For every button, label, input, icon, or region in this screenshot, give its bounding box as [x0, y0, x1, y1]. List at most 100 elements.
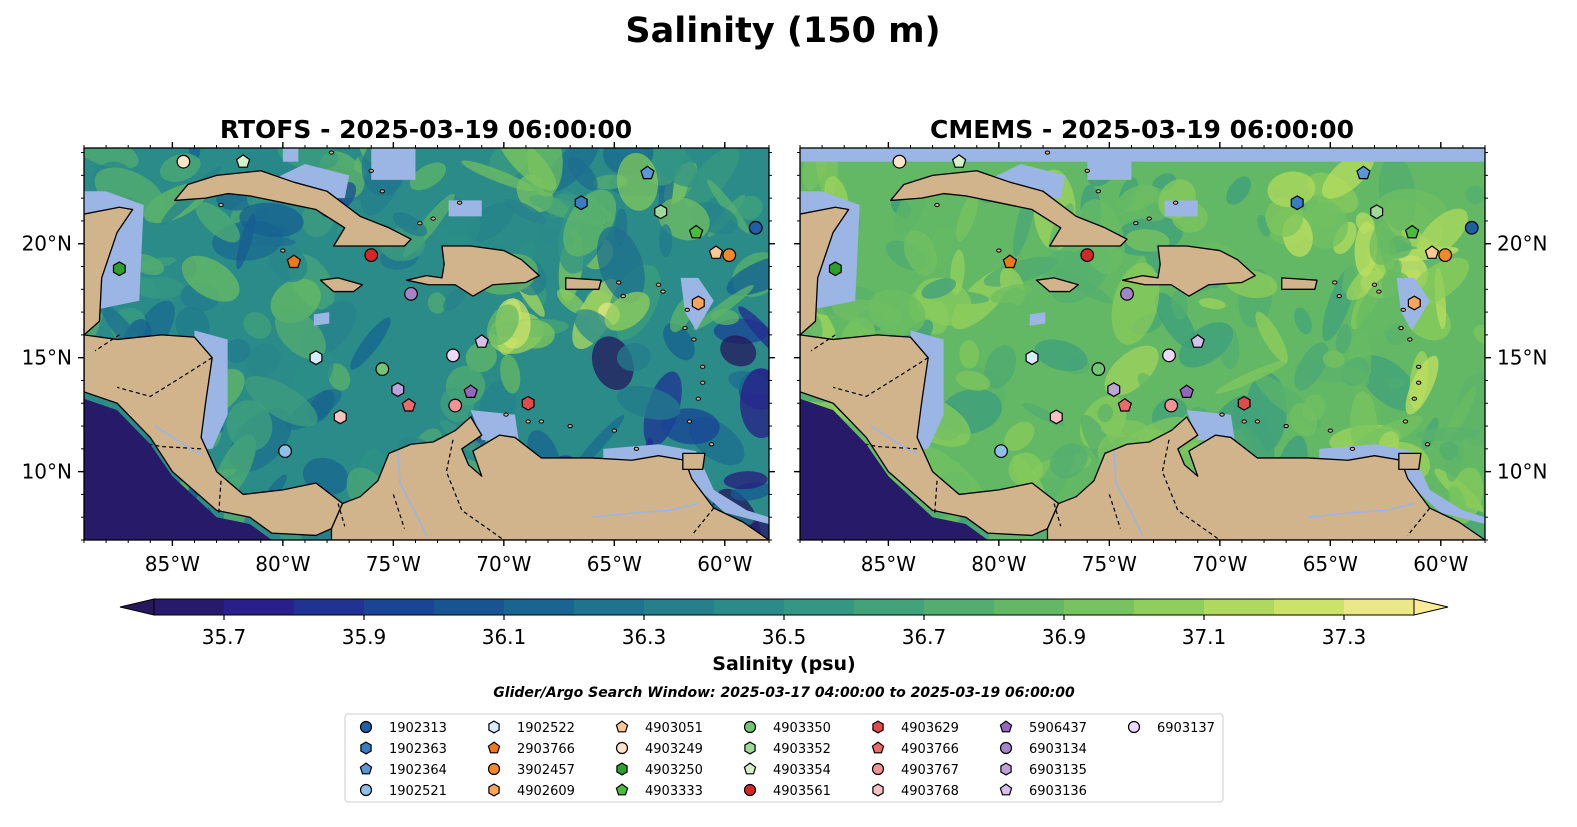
- legend-entry-4903768: 4903768: [872, 783, 959, 799]
- float-marker-4903766: [1117, 397, 1133, 412]
- land-mass: [319, 277, 364, 293]
- colorbar-level: [924, 599, 995, 615]
- country-border: [1407, 507, 1431, 536]
- colorbar-extend-high: [1413, 598, 1449, 616]
- islet: [567, 423, 573, 429]
- float-marker-4903354: [951, 154, 967, 168]
- y-tick-label: 20°N: [1497, 232, 1547, 256]
- float-marker-4903561: [364, 248, 379, 263]
- legend-marker: [744, 741, 756, 755]
- legend-entry-1902521: 1902521: [359, 783, 447, 799]
- y-tick-label: 10°N: [22, 460, 72, 484]
- legend-marker: [999, 741, 1013, 755]
- islet: [684, 307, 690, 312]
- float-marker-2903766: [1002, 254, 1018, 269]
- figure-title: Salinity (150 m): [625, 11, 940, 51]
- country-border: [1053, 503, 1062, 527]
- shelf-area: [1319, 444, 1485, 525]
- colorbar-level: [154, 599, 225, 615]
- legend-label: 4903766: [901, 742, 959, 757]
- colorbar: 35.7 35.9 36.1 36.3 36.5 36.7 36.9 37.1 37.3: [119, 598, 1449, 649]
- legend-label: 4903352: [773, 742, 831, 757]
- islet: [934, 202, 940, 208]
- legend-label: 6903135: [1029, 763, 1087, 778]
- legend-entry-6903137: 6903137: [1127, 720, 1215, 736]
- x-tick-label: 75°W: [366, 552, 421, 576]
- legend-marker: [871, 741, 885, 754]
- islet: [1402, 419, 1409, 424]
- river: [1112, 451, 1144, 536]
- islet: [1371, 282, 1378, 287]
- islet: [1241, 419, 1247, 424]
- river: [1308, 502, 1415, 519]
- islet: [1254, 419, 1261, 424]
- y-tick-label: 20°N: [22, 232, 72, 256]
- float-marker-1902313: [748, 220, 763, 235]
- country-border: [392, 494, 405, 529]
- colorbar-level: [1134, 599, 1205, 615]
- legend-marker: [615, 741, 629, 755]
- islet: [1283, 423, 1289, 429]
- islet: [1327, 428, 1334, 433]
- legend-entry-4902609: 4902609: [488, 783, 575, 799]
- float-marker-4903767: [1164, 398, 1179, 413]
- float-marker-1902522: [1025, 350, 1039, 366]
- islet: [1411, 396, 1417, 401]
- shelf-area: [1029, 312, 1046, 326]
- float-marker-2903766: [286, 254, 302, 269]
- islet: [328, 150, 335, 155]
- islet: [1349, 446, 1356, 451]
- x-tick-label: 75°W: [1082, 552, 1137, 576]
- legend-label: 1902364: [389, 763, 447, 778]
- legend-entry-1902363: 1902363: [360, 741, 447, 757]
- legend-marker: [999, 720, 1013, 733]
- islet: [1146, 216, 1152, 221]
- rtofs-panel-title: RTOFS - 2025-03-19 06:00:00: [220, 115, 632, 144]
- colorbar-label: Salinity (psu): [712, 653, 855, 675]
- land-mass: [1046, 416, 1485, 540]
- x-tick-label: 60°W: [697, 552, 752, 576]
- legend-label: 4903350: [773, 721, 831, 736]
- float-marker-4903352: [1370, 204, 1384, 220]
- legend-label: 1902363: [389, 742, 447, 757]
- float-marker-4903354: [235, 154, 251, 168]
- country-border: [810, 334, 836, 352]
- legend-label: 2903766: [517, 742, 575, 757]
- land-mass: [1281, 277, 1318, 290]
- islet: [700, 380, 706, 385]
- land-mass: [800, 206, 850, 540]
- islet: [633, 446, 640, 451]
- float-marker-6903134: [404, 286, 418, 301]
- legend-entry-1902364: 1902364: [359, 762, 447, 778]
- land-mass: [565, 277, 602, 290]
- colorbar-extend-low: [119, 598, 155, 616]
- legend-marker: [488, 720, 500, 734]
- colorbar-level: [574, 599, 645, 615]
- legend-entry-4903767: 4903767: [871, 762, 959, 778]
- islet: [682, 325, 688, 331]
- land-mass: [889, 170, 1128, 247]
- shelf-area: [448, 200, 482, 217]
- legend-label: 4903249: [645, 742, 703, 757]
- country-border: [94, 334, 120, 352]
- legend-label: 6903134: [1029, 742, 1087, 757]
- land-mass: [1121, 245, 1256, 297]
- legend-marker: [872, 720, 884, 734]
- y-tick-label: 10°N: [1497, 460, 1547, 484]
- float-marker-4902609: [1407, 295, 1421, 311]
- land-mass: [330, 416, 769, 540]
- legend-entry-4903250: 4903250: [616, 762, 703, 778]
- float-marker-3902457: [1438, 248, 1453, 263]
- islet: [280, 248, 286, 253]
- legend-entry-4903354: 4903354: [743, 762, 831, 778]
- country-border: [934, 480, 938, 513]
- islet: [1172, 200, 1179, 205]
- land-mass: [682, 452, 706, 470]
- colorbar-level: [294, 599, 365, 615]
- legend-label: 5906437: [1029, 721, 1087, 736]
- colorbar-level: [1064, 599, 1135, 615]
- islet: [456, 200, 463, 205]
- colorbar-tick-label: 36.7: [902, 625, 947, 649]
- x-tick-label: 70°W: [476, 552, 531, 576]
- float-marker-1902521: [994, 444, 1008, 459]
